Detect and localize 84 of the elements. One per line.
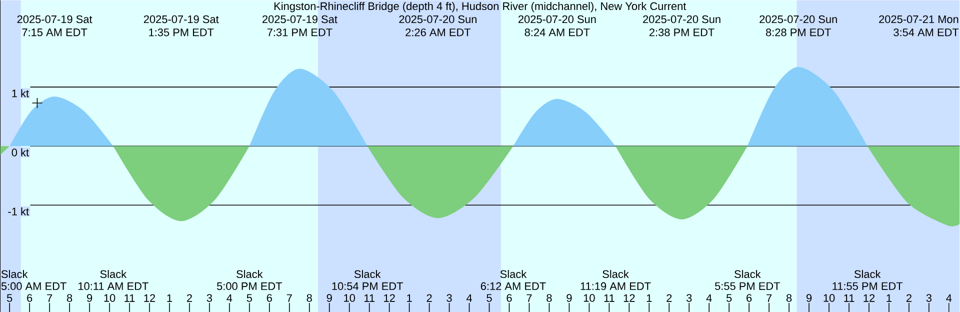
annotation: 2025-07-19 Sat <box>262 15 338 23</box>
annotation: 2025-07-20 Sun <box>760 15 837 23</box>
annotation: 2:26 AM EDT <box>406 28 471 36</box>
x-tick-label: 3 <box>206 294 212 302</box>
annotation: 2:38 PM EDT <box>649 28 714 36</box>
x-tick-label: 11 <box>844 294 854 302</box>
x-tick-label: 11 <box>124 294 135 302</box>
annotation: 8:28 PM EDT <box>766 28 831 36</box>
y-tick-label: 1 kt <box>12 89 29 98</box>
annotation: 5:00 AM EDT <box>1 282 66 290</box>
x-tick-label: 8 <box>66 294 72 302</box>
annotation: 10:11 AM EDT <box>78 282 148 290</box>
annotation: 2025-07-21 Mon <box>879 15 958 23</box>
x-tick-label: 5 <box>726 294 732 302</box>
annotation: 10:54 PM EDT <box>332 282 403 290</box>
annotation: 6:12 AM EDT <box>480 282 546 290</box>
annotation: 2025-07-20 Sun <box>518 15 596 23</box>
x-tick-label: 3 <box>926 294 932 302</box>
annotation: 8:24 AM EDT <box>524 28 590 36</box>
y-tick-label: 0 kt <box>12 148 29 156</box>
annotation: 7:31 PM EDT <box>267 28 332 36</box>
annotation: 3:54 AM EDT <box>894 28 959 36</box>
annotation: Slack <box>854 270 881 278</box>
annotation: 2025-07-19 Sat <box>17 15 92 23</box>
x-tick-label: 7 <box>47 294 52 302</box>
annotation: Slack <box>602 270 629 278</box>
chart-title: Kingston-Rhinecliff Bridge (depth 4 ft), Hudson River (midchannel), New York Current <box>274 2 686 12</box>
x-tick-label: 5 <box>246 294 252 302</box>
x-tick-label: 2 <box>426 294 432 302</box>
x-tick-label: 2 <box>186 294 192 302</box>
x-tick-label: 6 <box>506 294 512 302</box>
x-tick-label: 1 <box>407 294 412 302</box>
x-tick-label: 6 <box>266 294 272 302</box>
x-tick-label: 12 <box>624 294 635 302</box>
x-tick-label: 9 <box>806 294 812 302</box>
x-tick-label: 10 <box>824 294 835 302</box>
x-tick-label: 8 <box>306 294 312 302</box>
x-tick-label: 8 <box>786 294 792 302</box>
x-tick-label: 7 <box>286 294 292 302</box>
x-tick-label: 10 <box>584 294 595 302</box>
annotation: 1:35 PM EDT <box>149 28 214 36</box>
x-tick-label: 10 <box>344 294 355 302</box>
x-tick-label: 6 <box>746 294 752 302</box>
x-tick-label: 2 <box>666 294 672 302</box>
x-tick-label: 11 <box>604 294 614 302</box>
annotation: 2025-07-20 Sun <box>643 15 720 23</box>
x-tick-label: 12 <box>144 294 156 302</box>
x-tick-label: 11 <box>364 294 374 302</box>
annotation: 5:00 PM EDT <box>216 282 282 290</box>
y-tick-label: -1 kt <box>8 207 29 216</box>
annotation: Slack <box>354 270 381 278</box>
x-tick-label: 3 <box>446 294 452 302</box>
x-tick-label: 9 <box>86 294 92 302</box>
annotation: 11:55 PM EDT <box>832 282 903 290</box>
annotation: Slack <box>500 270 527 278</box>
x-tick-label: 4 <box>466 294 472 302</box>
x-tick-label: 3 <box>686 294 692 302</box>
x-tick-label: 8 <box>546 294 552 302</box>
annotation: 7:15 AM EDT <box>22 28 88 36</box>
x-tick-label: 5 <box>486 294 492 302</box>
x-tick-label: 5 <box>6 294 12 302</box>
annotation: 2025-07-20 Sun <box>399 15 476 23</box>
x-tick-label: 6 <box>27 294 32 302</box>
annotation: 2025-07-19 Sat <box>144 15 219 23</box>
annotation: Slack <box>236 270 263 278</box>
x-tick-label: 4 <box>946 294 952 302</box>
x-tick-label: 2 <box>906 294 912 302</box>
x-tick-label: 9 <box>326 294 332 302</box>
x-tick-label: 9 <box>566 294 572 302</box>
x-tick-label: 7 <box>526 294 532 302</box>
annotation: 11:19 AM EDT <box>580 282 651 290</box>
annotation: Slack <box>734 270 761 278</box>
x-tick-label: 1 <box>167 294 172 302</box>
x-tick-label: 4 <box>226 294 232 302</box>
x-tick-label: 1 <box>886 294 892 302</box>
annotation: Slack <box>100 270 127 278</box>
x-tick-label: 10 <box>104 294 116 302</box>
x-tick-label: 12 <box>864 294 875 302</box>
x-tick-label: 1 <box>646 294 652 302</box>
annotation: Slack <box>1 270 28 278</box>
x-tick-label: 7 <box>766 294 772 302</box>
annotation: 5:55 PM EDT <box>714 282 780 290</box>
x-tick-label: 4 <box>706 294 712 302</box>
x-tick-label: 12 <box>384 294 395 302</box>
